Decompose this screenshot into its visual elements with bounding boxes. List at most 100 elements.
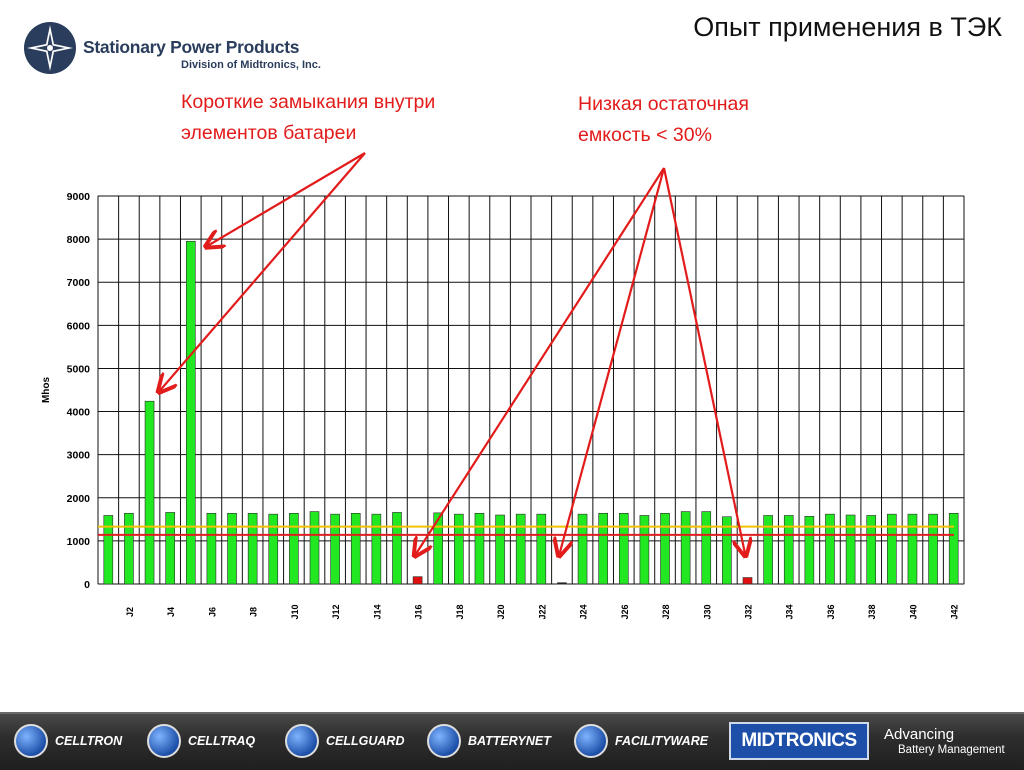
x-tick-label: J2 — [125, 607, 135, 617]
callout-arrow — [159, 152, 366, 392]
facilityware-icon — [574, 724, 608, 758]
bar — [907, 513, 918, 585]
x-tick-label: J16 — [414, 604, 424, 619]
bar — [350, 512, 361, 585]
compass-star-icon — [24, 22, 76, 74]
x-tick-label: J28 — [661, 604, 671, 619]
midtronics-logo: MIDTRONICS — [729, 722, 869, 760]
cellguard-icon — [285, 724, 319, 758]
callout-line: емкость < 30% — [578, 124, 712, 146]
x-tick-label: J8 — [249, 607, 259, 617]
y-tick-label: 2000 — [67, 493, 91, 505]
x-tick-label: J14 — [372, 604, 382, 619]
mhos-bar-chart: 0 1000 2000 3000 4000 5000 6000 7000 8000 9000 J2… — [41, 152, 965, 620]
y-tick-label: 1000 — [67, 536, 91, 548]
x-tick-label: J22 — [537, 604, 547, 619]
bar — [536, 513, 547, 585]
x-tick-label: J32 — [744, 604, 754, 619]
bar — [247, 512, 258, 585]
y-tick-label: 8000 — [67, 234, 91, 246]
footer-brand: CELLTRON — [14, 723, 122, 759]
y-tick-label: 3000 — [67, 450, 91, 462]
bar — [660, 512, 670, 585]
y-tick-label: 4000 — [67, 407, 91, 419]
bar — [392, 512, 402, 585]
bar — [268, 513, 279, 585]
callout-line: элементов батареи — [181, 122, 357, 144]
x-tick-label: J10 — [290, 604, 300, 619]
x-tick-label: J4 — [166, 607, 176, 617]
bar — [206, 512, 217, 585]
bar — [763, 515, 773, 585]
x-tick-label: J34 — [785, 604, 795, 619]
footer-bar: CELLTRON CELLTRAQ CELLGUARD BATTERYNET FACIL… — [0, 712, 1024, 770]
bar — [948, 512, 959, 585]
bar — [557, 582, 567, 585]
footer-brand-name: FACILITYWARE — [615, 734, 709, 748]
callout-line: Низкая остаточная — [578, 93, 749, 115]
bar — [825, 513, 835, 585]
bar — [495, 514, 505, 585]
x-tick-label: J38 — [867, 604, 877, 619]
callout-arrow — [559, 167, 666, 556]
bar — [144, 400, 155, 585]
x-tick-label: J42 — [950, 604, 960, 619]
y-tick-label: 5000 — [67, 363, 91, 375]
bar — [701, 511, 712, 585]
tagline-advancing: Advancing — [884, 726, 955, 743]
y-axis-label: Mhos — [41, 377, 52, 404]
celltraq-icon — [147, 724, 181, 758]
callout-short-circuits: Короткие замыкания внутри элементов бата… — [181, 87, 435, 149]
y-tick-label: 9000 — [67, 191, 91, 203]
callout-low-capacity: Низкая остаточная емкость < 30% — [578, 89, 749, 151]
callout-arrow — [415, 167, 665, 556]
tagline-battery-management: Battery Management — [898, 744, 1005, 756]
footer-brand: FACILITYWARE — [574, 723, 708, 759]
x-tick-label: J6 — [207, 607, 217, 617]
bar — [454, 513, 464, 585]
y-tick-label: 6000 — [67, 320, 91, 332]
bar — [371, 513, 382, 585]
bar — [783, 515, 794, 585]
bar — [618, 512, 629, 585]
bar — [412, 576, 423, 585]
callout-arrow — [206, 152, 366, 247]
bar — [742, 577, 753, 585]
callout-line: Короткие замыкания внутри — [181, 91, 436, 113]
bar — [680, 511, 691, 585]
callout-arrow — [662, 167, 746, 556]
bar — [124, 512, 134, 585]
footer-brand: CELLTRAQ — [147, 723, 255, 759]
batterynet-icon — [427, 724, 461, 758]
bar — [639, 515, 650, 585]
footer-brand: BATTERYNET — [427, 723, 551, 759]
x-tick-label: J40 — [908, 604, 918, 619]
bar — [722, 516, 732, 585]
company-logo: Stationary Power Products Division of Mi… — [22, 20, 342, 80]
bar — [103, 515, 114, 585]
x-tick-label: J20 — [496, 604, 506, 619]
bar — [289, 512, 299, 585]
celltron-icon — [14, 724, 48, 758]
bar — [928, 513, 938, 585]
footer-brand: CELLGUARD — [285, 723, 404, 759]
bar — [887, 513, 897, 585]
x-tick-label: J26 — [620, 604, 630, 619]
y-tick-label: 7000 — [67, 277, 91, 289]
bar — [185, 240, 196, 585]
logo-subtitle: Division of Midtronics, Inc. — [181, 59, 321, 71]
footer-brand-name: CELLTRON — [55, 734, 123, 748]
footer-brand-name: BATTERYNET — [468, 734, 551, 748]
bar — [433, 512, 444, 585]
logo-name: Stationary Power Products — [83, 37, 300, 57]
bar — [598, 512, 608, 585]
x-tick-label: J12 — [331, 604, 341, 619]
bar — [804, 516, 815, 585]
bar — [309, 511, 320, 585]
x-tick-label: J30 — [702, 604, 712, 619]
bar — [165, 512, 175, 585]
bar — [330, 513, 340, 585]
bar — [845, 514, 856, 585]
footer-brand-name: CELLGUARD — [326, 734, 405, 748]
bar — [577, 513, 588, 585]
